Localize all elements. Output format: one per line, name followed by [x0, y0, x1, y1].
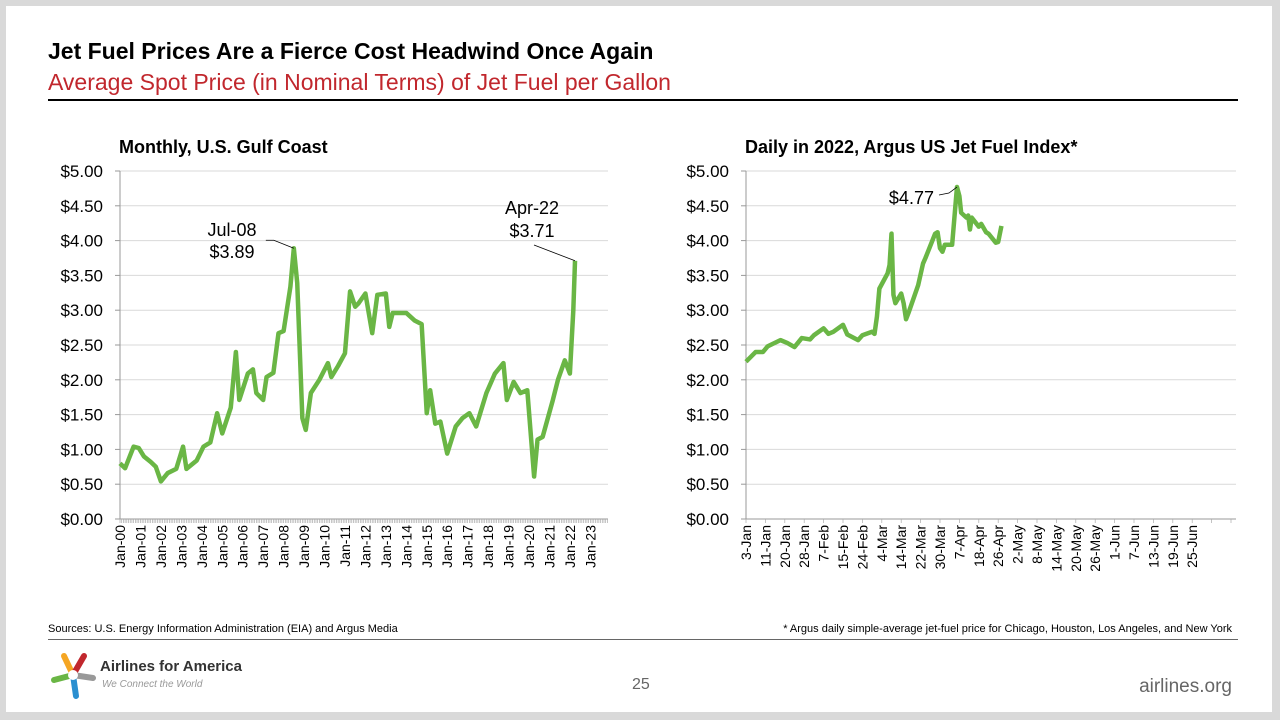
- y-tick-label: $2.00: [686, 371, 729, 390]
- x-tick-label: 2-May: [1010, 525, 1026, 564]
- x-tick-label: Jan-19: [501, 525, 517, 568]
- x-tick-label: Jan-04: [194, 525, 210, 568]
- y-tick-label: $0.00: [60, 510, 103, 529]
- y-tick-label: $1.50: [60, 406, 103, 425]
- y-tick-label: $3.00: [686, 301, 729, 320]
- x-tick-label: Jan-21: [541, 525, 557, 568]
- header-divider: [48, 99, 1238, 101]
- y-tick-label: $4.50: [686, 197, 729, 216]
- x-tick-label: 13-Jun: [1145, 525, 1161, 568]
- slide: Jet Fuel Prices Are a Fierce Cost Headwi…: [6, 6, 1272, 712]
- x-tick-label: 22-Mar: [913, 525, 929, 570]
- annotation-value-jul08: $3.89: [209, 242, 254, 262]
- x-tick-label: Jan-11: [337, 525, 353, 567]
- daily-chart: $0.00 $0.50 $1.00 $1.50 $2.00 $2.50 $3.00 $3.50…: [686, 162, 1236, 572]
- x-tick-label: 4-Mar: [874, 525, 890, 562]
- y-tick-label: $0.50: [60, 475, 103, 494]
- y-tick-label: $0.00: [686, 510, 729, 529]
- x-tick-label: 8-May: [1029, 525, 1045, 564]
- x-tick-label: 26-May: [1087, 525, 1103, 572]
- x-tick-label: Jan-06: [235, 525, 251, 568]
- price-line: [118, 246, 578, 484]
- annotation-value-peak: $4.77: [889, 188, 934, 208]
- x-tick-label: Jan-00: [112, 525, 128, 568]
- annotation-label-apr22: Apr-22: [505, 198, 559, 218]
- x-tick-label: Jan-07: [255, 525, 271, 568]
- x-tick-label: 18-Apr: [971, 525, 987, 567]
- x-tick-label: 1-Jun: [1107, 525, 1123, 560]
- x-tick-label: 14-May: [1048, 525, 1064, 572]
- x-tick-label: 7-Apr: [951, 525, 967, 560]
- annotation-leader: [533, 244, 576, 262]
- x-tick-label: Jan-14: [398, 525, 414, 568]
- y-tick-label: $5.00: [60, 162, 103, 181]
- y-tick-label: $2.00: [60, 371, 103, 390]
- y-tick-label: $4.00: [686, 232, 729, 251]
- y-tick-label: $1.00: [686, 440, 729, 459]
- x-tick-label: 30-Mar: [932, 525, 948, 570]
- x-tick-label: Jan-15: [419, 525, 435, 568]
- y-tick-label: $4.50: [60, 197, 103, 216]
- x-tick-label: 15-Feb: [835, 525, 851, 570]
- x-tick-label: Jan-09: [296, 525, 312, 568]
- x-tick-label: Jan-17: [460, 525, 476, 568]
- annotation-value-apr22: $3.71: [509, 221, 554, 241]
- x-tick-label: Jan-20: [521, 525, 537, 568]
- y-tick-label: $4.00: [60, 232, 103, 251]
- x-tick-label: Jan-01: [132, 525, 148, 568]
- x-tick-label: 7-Feb: [816, 525, 832, 562]
- x-tick-label: 7-Jun: [1126, 525, 1142, 560]
- annotation-leader: [938, 186, 958, 196]
- annotation-leader: [265, 239, 294, 249]
- x-tick-label: 25-Jun: [1184, 525, 1200, 568]
- x-tick-label: Jan-05: [214, 525, 230, 568]
- y-tick-label: $2.50: [60, 336, 103, 355]
- website-link[interactable]: airlines.org: [1139, 676, 1232, 697]
- footer-divider: [48, 639, 1238, 640]
- price-line: [744, 184, 1004, 364]
- y-tick-label: $0.50: [686, 475, 729, 494]
- x-tick-label: Jan-16: [439, 525, 455, 568]
- sources-note: Sources: U.S. Energy Information Adminis…: [48, 623, 398, 635]
- x-tick-label: 14-Mar: [893, 525, 909, 570]
- monthly-chart: $0.00 $0.50 $1.00 $1.50 $2.00 $2.50 $3.00 $3.50…: [60, 162, 608, 568]
- x-tick-label: Jan-02: [153, 525, 169, 568]
- y-tick-label: $3.50: [686, 266, 729, 285]
- x-tick-label: 3-Jan: [738, 525, 754, 560]
- slide-subtitle: Average Spot Price (in Nominal Terms) of…: [48, 69, 671, 95]
- x-tick-label: Jan-10: [317, 525, 333, 568]
- x-tick-label: 24-Feb: [854, 525, 870, 570]
- x-tick-label: 20-Jan: [777, 525, 793, 568]
- y-tick-label: $1.50: [686, 406, 729, 425]
- y-tick-label: $3.50: [60, 266, 103, 285]
- x-tick-label: 19-Jun: [1165, 525, 1181, 568]
- logo-tagline: We Connect the World: [102, 679, 203, 690]
- y-tick-label: $3.00: [60, 301, 103, 320]
- x-tick-label: Jan-22: [562, 525, 578, 568]
- x-tick-label: 11-Jan: [757, 525, 773, 567]
- y-tick-label: $2.50: [686, 336, 729, 355]
- airlines-for-america-logo: Airlines for America We Connect the Worl…: [46, 648, 256, 702]
- x-tick-label: 20-May: [1068, 525, 1084, 572]
- right-chart-title: Daily in 2022, Argus US Jet Fuel Index*: [745, 137, 1077, 157]
- x-tick-label: Jan-23: [582, 525, 598, 568]
- x-tick-label: Jan-03: [173, 525, 189, 568]
- slide-title: Jet Fuel Prices Are a Fierce Cost Headwi…: [48, 38, 654, 64]
- snowflake-planes-icon: [51, 653, 96, 699]
- logo-name: Airlines for America: [100, 658, 242, 675]
- x-tick-label: Jan-08: [276, 525, 292, 568]
- x-tick-label: Jan-12: [357, 525, 373, 568]
- x-tick-label: Jan-13: [378, 525, 394, 568]
- y-tick-label: $1.00: [60, 440, 103, 459]
- x-tick-label: Jan-18: [480, 525, 496, 568]
- y-tick-label: $5.00: [686, 162, 729, 181]
- x-tick-label: 26-Apr: [990, 525, 1006, 567]
- page-number: 25: [632, 676, 650, 693]
- footnote: * Argus daily simple-average jet-fuel pr…: [783, 623, 1232, 635]
- left-chart-title: Monthly, U.S. Gulf Coast: [119, 137, 328, 157]
- annotation-label-jul08: Jul-08: [207, 220, 256, 240]
- x-tick-label: 28-Jan: [796, 525, 812, 568]
